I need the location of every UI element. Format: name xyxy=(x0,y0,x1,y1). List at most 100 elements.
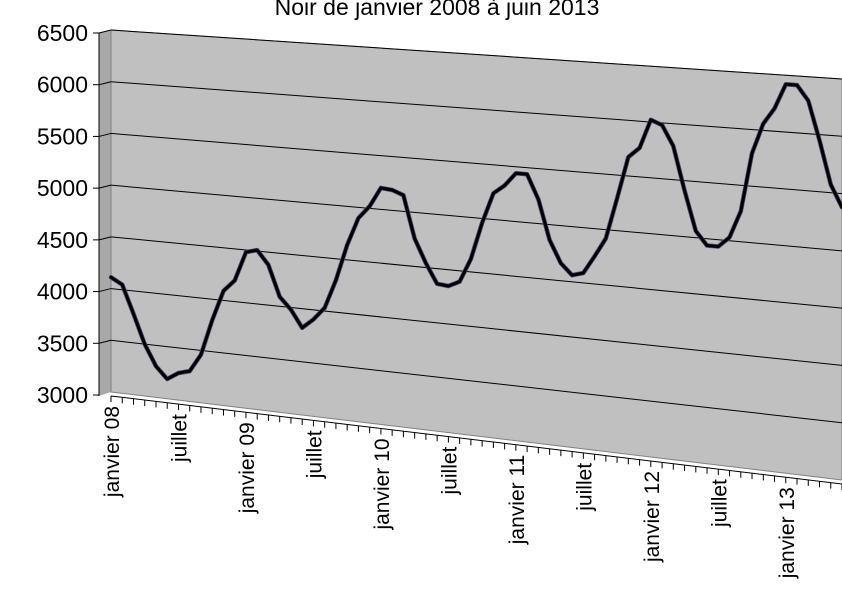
gridline xyxy=(110,132,842,195)
x-tick-label: juillet xyxy=(708,479,731,528)
gridline xyxy=(110,29,842,80)
x-tick-label: juillet xyxy=(573,463,596,512)
x-tick-label: janvier 09 xyxy=(236,422,259,514)
y-tick-label: 5500 xyxy=(37,123,88,149)
plot-area xyxy=(110,29,842,481)
data-point xyxy=(705,244,709,247)
plot-side-wall xyxy=(99,30,111,396)
data-point xyxy=(278,295,281,299)
data-point xyxy=(447,284,450,288)
series-line xyxy=(109,82,842,381)
data-point xyxy=(165,377,169,381)
data-point xyxy=(424,261,428,265)
data-point xyxy=(233,279,237,282)
x-tick-label: janvier 12 xyxy=(641,471,664,563)
data-point xyxy=(525,172,529,176)
data-point xyxy=(109,275,113,279)
x-tick-label: juillet xyxy=(438,446,461,495)
data-point xyxy=(559,261,563,265)
data-point xyxy=(132,312,135,316)
x-tick-label: janvier 08 xyxy=(101,406,124,498)
y-tick-label: 4500 xyxy=(37,227,88,253)
y-axis: 3000 3500 4000 4500 5000 5500 6000 6500 xyxy=(37,20,100,408)
data-point xyxy=(244,250,248,254)
data-point xyxy=(334,278,338,282)
data-point xyxy=(672,144,675,148)
data-point xyxy=(773,107,776,110)
data-point xyxy=(683,189,686,193)
data-point xyxy=(154,364,158,368)
data-point xyxy=(750,152,754,155)
data-point xyxy=(368,204,371,208)
y-tick-label: 4000 xyxy=(37,279,88,305)
gridline xyxy=(110,81,842,137)
data-point xyxy=(806,99,810,102)
data-point xyxy=(480,221,484,225)
data-point xyxy=(143,342,147,346)
x-tick-label: janvier 10 xyxy=(371,438,394,530)
data-point xyxy=(357,216,360,220)
gridline xyxy=(110,184,842,252)
gridline-side xyxy=(98,184,112,189)
gridline-side xyxy=(98,339,112,344)
data-point xyxy=(548,238,551,242)
data-point xyxy=(739,209,743,213)
x-axis-line xyxy=(110,395,842,485)
data-point xyxy=(593,255,596,258)
data-point xyxy=(390,188,394,192)
x-tick-label: juillet xyxy=(168,414,191,463)
data-point xyxy=(222,289,225,293)
chart-title: Noir de janvier 2008 à juin 2013 xyxy=(275,0,600,20)
y-tick-label: 3500 xyxy=(37,330,88,356)
data-point xyxy=(761,122,765,125)
data-point xyxy=(435,282,439,286)
gridlines xyxy=(98,29,842,424)
data-point xyxy=(503,184,506,187)
data-point xyxy=(120,283,124,286)
gridline-side xyxy=(98,132,112,137)
data-point xyxy=(716,245,720,248)
data-point xyxy=(604,237,608,240)
gridline xyxy=(110,288,842,366)
data-point xyxy=(199,353,203,356)
data-point xyxy=(514,172,518,175)
data-point xyxy=(413,237,416,240)
data-point xyxy=(570,273,574,277)
data-point xyxy=(694,229,698,233)
y-tick-label: 3000 xyxy=(37,382,88,408)
data-point xyxy=(795,83,799,87)
data-point xyxy=(345,243,349,247)
gridline xyxy=(110,236,842,309)
gridline-side xyxy=(98,81,112,86)
x-tick-label: janvier 13 xyxy=(776,487,799,579)
data-point xyxy=(379,186,383,190)
gridline xyxy=(110,339,842,424)
data-point xyxy=(458,280,461,284)
data-point xyxy=(728,236,731,239)
data-point xyxy=(627,155,630,159)
y-tick-label: 6000 xyxy=(37,72,88,98)
data-point xyxy=(188,369,192,373)
data-point xyxy=(638,146,641,150)
x-axis: janvier 08 juillet janvier 09 juillet janvie… xyxy=(101,395,842,579)
gridline-side xyxy=(98,288,112,293)
data-point xyxy=(829,183,833,186)
gridline-side xyxy=(98,29,112,34)
data-point xyxy=(492,191,495,195)
series-layer xyxy=(108,82,842,382)
y-tick-label: 5000 xyxy=(37,175,88,201)
data-point xyxy=(649,118,653,122)
data-point xyxy=(210,318,214,322)
data-point xyxy=(255,248,259,252)
x-tick-label: juillet xyxy=(303,430,326,479)
y-tick-label: 6500 xyxy=(37,20,88,46)
data-point xyxy=(615,197,619,200)
data-point xyxy=(402,193,405,197)
data-point xyxy=(537,198,540,201)
data-point xyxy=(177,371,180,375)
data-point xyxy=(469,257,473,261)
data-point xyxy=(818,139,821,142)
data-point xyxy=(300,326,304,330)
data-point xyxy=(784,83,788,86)
